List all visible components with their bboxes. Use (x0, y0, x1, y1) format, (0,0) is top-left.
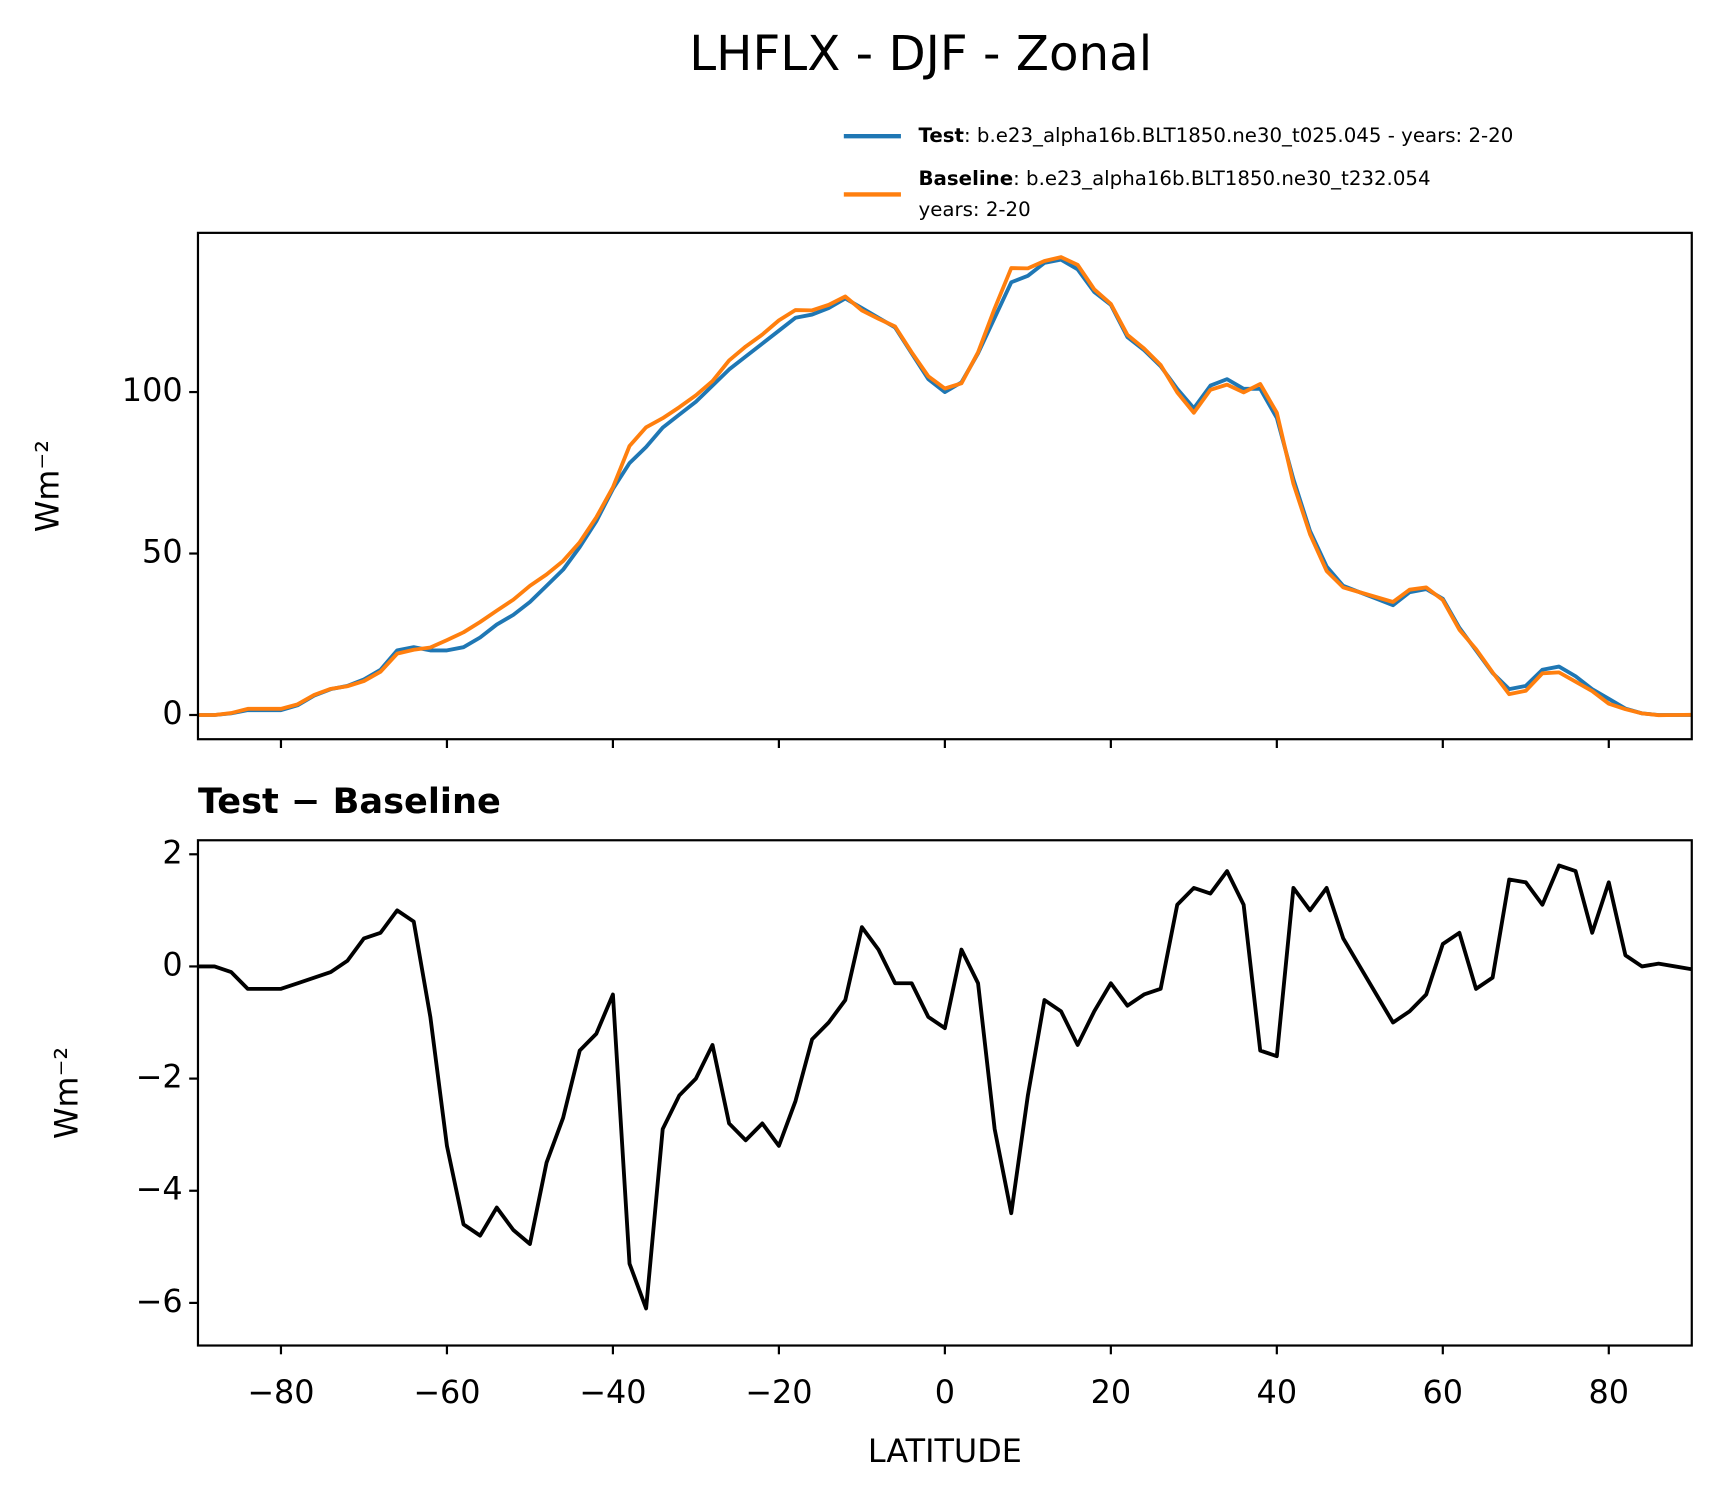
y-tick-label: 0 (162, 945, 182, 983)
y-tick-label: −6 (136, 1282, 183, 1320)
y-tick-label: −4 (136, 1170, 183, 1208)
x-tick-label: −80 (247, 1373, 314, 1411)
legend-entry: years: 2-20 (919, 197, 1031, 220)
chart-title: LHFLX - DJF - Zonal (689, 26, 1152, 82)
x-tick-label: 40 (1257, 1373, 1298, 1411)
legend-text: : b.e23_alpha16b.BLT1850.ne30_t232.054 (1013, 167, 1430, 190)
y-tick-label: 100 (122, 371, 183, 409)
y-tick-label: −2 (136, 1058, 183, 1096)
x-tick-label: −20 (745, 1373, 812, 1411)
plot-area (197, 863, 1692, 1311)
y-tick-label: 0 (162, 694, 182, 732)
x-tick-label: 80 (1589, 1373, 1630, 1411)
x-tick-label: 60 (1423, 1373, 1464, 1411)
series-line (197, 863, 1692, 1311)
series-line (197, 255, 1692, 718)
legend-name: Test (919, 124, 964, 147)
legend-text: years: 2-20 (919, 197, 1031, 220)
y-axis-label: Wm⁻² (29, 440, 67, 532)
legend-entry: Test: b.e23_alpha16b.BLT1850.ne30_t025.0… (919, 124, 1514, 147)
y-tick-label: 50 (142, 533, 183, 571)
x-tick-label: −60 (413, 1373, 480, 1411)
y-tick-label: 2 (162, 833, 182, 871)
axes-frame (196, 231, 1693, 741)
plot-area (197, 255, 1692, 718)
legend-name: Baseline (919, 167, 1014, 190)
x-tick-label: 20 (1091, 1373, 1132, 1411)
axes-frame (196, 839, 1693, 1347)
x-tick-label: 0 (935, 1373, 955, 1411)
legend-entry: Baseline: b.e23_alpha16b.BLT1850.ne30_t2… (919, 167, 1431, 190)
legend-text: : b.e23_alpha16b.BLT1850.ne30_t025.045 -… (964, 124, 1513, 147)
y-axis-label: Wm⁻² (47, 1047, 85, 1139)
x-tick-label: −40 (579, 1373, 646, 1411)
chart-title: Test − Baseline (198, 781, 501, 822)
x-axis-label: LATITUDE (868, 1432, 1022, 1470)
